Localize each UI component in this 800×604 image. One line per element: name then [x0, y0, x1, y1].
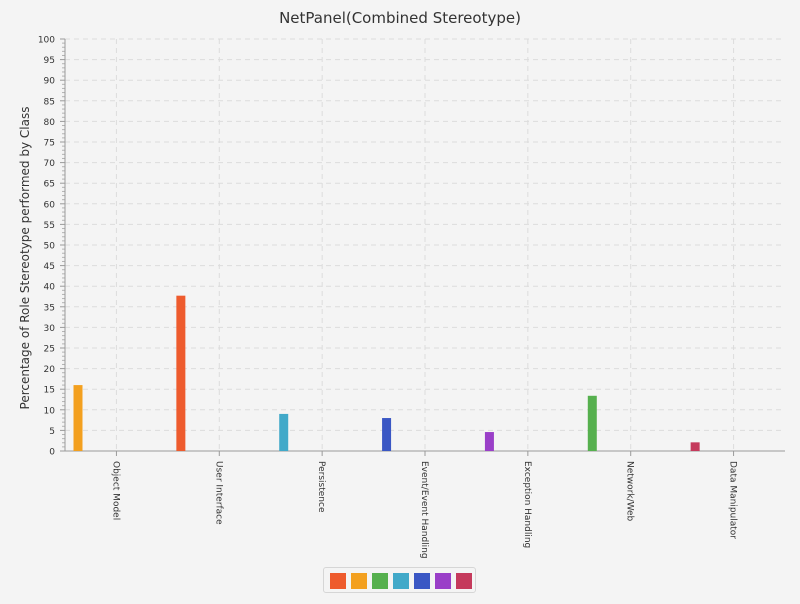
y-tick-label: 85	[44, 97, 55, 107]
x-tick-labels: Object Model User Interface Persistence Eve…	[110, 461, 737, 559]
axes	[60, 38, 785, 456]
y-tick-label: 5	[49, 427, 55, 437]
legend-swatch	[414, 573, 430, 589]
bar	[382, 418, 392, 451]
legend-swatch	[372, 573, 388, 589]
bar	[587, 395, 597, 451]
y-tick-label: 35	[44, 303, 55, 313]
legend	[323, 567, 476, 593]
legend-swatch	[351, 573, 367, 589]
x-tick-label: Network/Web	[625, 461, 635, 522]
y-tick-label: 70	[44, 159, 56, 169]
y-tick-label: 100	[38, 36, 55, 46]
y-tick-label: 50	[44, 242, 56, 252]
y-tick-label: 25	[44, 345, 55, 355]
bar	[690, 442, 700, 451]
bars	[73, 295, 700, 451]
y-tick-label: 65	[44, 180, 55, 190]
x-tick-label: Persistence	[316, 461, 326, 513]
y-tick-label: 30	[44, 324, 56, 334]
y-tick-label: 80	[44, 118, 56, 128]
y-tick-label: 40	[44, 283, 56, 293]
bar	[73, 385, 83, 451]
bar	[279, 413, 289, 451]
x-tick-label: Exception Handling	[522, 461, 532, 548]
legend-swatch	[393, 573, 409, 589]
y-tick-label: 0	[49, 448, 55, 458]
y-tick-label: 45	[44, 262, 55, 272]
x-tick-label: User Interface	[213, 461, 223, 525]
y-tick-labels: 0 5 10 15 20 25 30 35 40 45 50 55 60 65 70 75 80 85 90 95 10…	[38, 36, 55, 458]
y-tick-label: 60	[44, 200, 56, 210]
legend-swatch	[456, 573, 472, 589]
y-tick-label: 90	[44, 77, 56, 87]
legend-swatches	[330, 573, 472, 589]
x-tick-label: Event/Event Handling	[419, 461, 429, 559]
legend-swatch	[330, 573, 346, 589]
x-tick-label: Data Manipulator	[728, 461, 738, 539]
x-tick-label: Object Model	[110, 461, 120, 520]
chart-title: NetPanel(Combined Stereotype)	[279, 9, 521, 27]
y-tick-label: 55	[44, 221, 55, 231]
bar	[484, 432, 494, 451]
y-tick-label: 75	[44, 139, 55, 149]
y-axis-label: Percentage of Role Stereotype performed …	[18, 107, 32, 410]
y-tick-label: 20	[44, 365, 56, 375]
legend-swatch	[435, 573, 451, 589]
y-tick-label: 10	[44, 406, 56, 416]
y-tick-label: 15	[44, 386, 55, 396]
grid	[65, 38, 785, 451]
bar	[176, 295, 186, 451]
y-tick-label: 95	[44, 56, 55, 66]
